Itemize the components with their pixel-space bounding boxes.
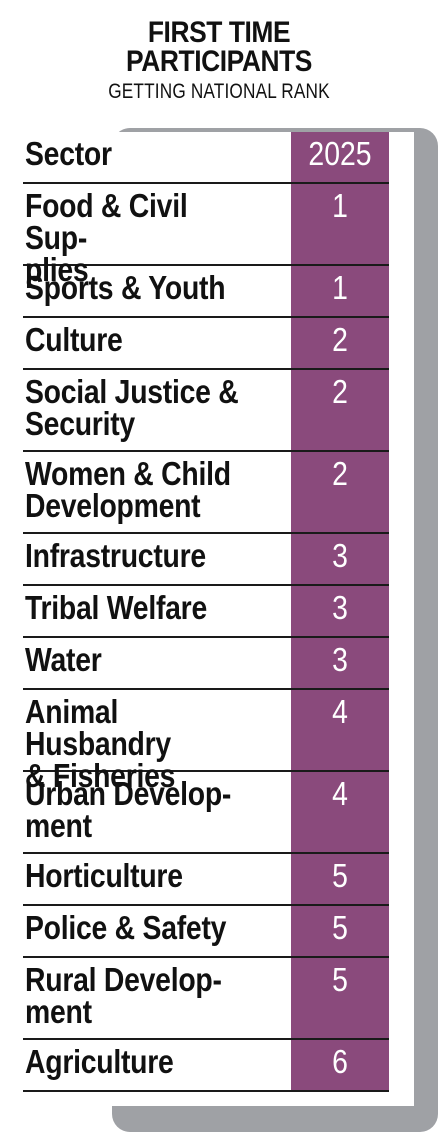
rank-cell: 5 xyxy=(291,854,389,904)
sector-label: Tribal Welfare xyxy=(25,589,207,626)
chart-title-line-1: FIRST TIME xyxy=(147,16,291,49)
rank-value: 5 xyxy=(332,857,348,894)
rank-cell: 6 xyxy=(291,1040,389,1090)
table-row: Sports & Youth 1 xyxy=(23,266,389,318)
rank-cell: 3 xyxy=(291,638,389,688)
header-year: 2025 xyxy=(308,135,372,172)
rank-cell: 5 xyxy=(291,958,389,1038)
table-row: Women & Child Development 2 xyxy=(23,452,389,534)
rank-value: 5 xyxy=(332,909,348,946)
table-row: Urban Develop- ment 4 xyxy=(23,772,389,854)
sector-label: Culture xyxy=(25,321,123,358)
rank-cell: 3 xyxy=(291,586,389,636)
sector-label: Horticulture xyxy=(25,857,183,894)
table-card: Sector 2025 Food & Civil Sup- plies 1 Spor… xyxy=(0,132,414,1106)
rank-cell: 2 xyxy=(291,318,389,368)
rank-value: 2 xyxy=(332,373,348,410)
sector-label: Water xyxy=(25,641,102,678)
rank-cell: 1 xyxy=(291,184,389,264)
rank-cell: 4 xyxy=(291,690,389,770)
sector-label: Sports & Youth xyxy=(25,269,226,306)
chart-subtitle: GETTING NATIONAL RANK xyxy=(108,80,330,103)
table-row: Agriculture 6 xyxy=(23,1040,389,1092)
sector-label: Women & Child Development xyxy=(25,455,231,524)
rank-cell: 1 xyxy=(291,266,389,316)
rank-cell: 3 xyxy=(291,534,389,584)
table-body: Food & Civil Sup- plies 1 Sports & Youth 1 C… xyxy=(23,184,389,1092)
sector-label: Food & Civil Sup- plies xyxy=(25,187,188,288)
header-sector: Sector xyxy=(25,135,112,172)
table-row: Social Justice & Security 2 xyxy=(23,370,389,452)
rank-value: 5 xyxy=(332,961,348,998)
rank-value: 3 xyxy=(332,641,348,678)
table-row: Culture 2 xyxy=(23,318,389,370)
rank-value: 3 xyxy=(332,589,348,626)
table-row: Infrastructure 3 xyxy=(23,534,389,586)
table-row: Food & Civil Sup- plies 1 xyxy=(23,184,389,286)
table-row: Animal Husbandry & Fisheries 4 xyxy=(23,690,389,792)
table-row: Rural Develop- ment 5 xyxy=(23,958,389,1040)
sector-label: Animal Husbandry & Fisheries xyxy=(25,693,176,794)
rank-value: 4 xyxy=(332,775,348,812)
rank-cell: 4 xyxy=(291,772,389,852)
table-row: Tribal Welfare 3 xyxy=(23,586,389,638)
table-row: Police & Safety 5 xyxy=(23,906,389,958)
rank-value: 6 xyxy=(332,1043,348,1080)
chart-title: FIRST TIME PARTICIPANTS xyxy=(26,16,411,78)
title-block: FIRST TIME PARTICIPANTS GETTING NATIONAL … xyxy=(0,18,438,105)
table-header-row: Sector 2025 xyxy=(23,132,389,184)
rank-value: 2 xyxy=(332,455,348,492)
rank-cell: 2 xyxy=(291,370,389,450)
rank-value: 4 xyxy=(332,693,348,730)
sector-label: Social Justice & Security xyxy=(25,373,239,442)
rank-cell: 5 xyxy=(291,906,389,956)
header-year-cell: 2025 xyxy=(291,132,389,182)
rank-value: 1 xyxy=(332,269,348,306)
chart-title-line-2: PARTICIPANTS xyxy=(126,45,312,78)
table-row: Water 3 xyxy=(23,638,389,690)
sector-label: Agriculture xyxy=(25,1043,174,1080)
sector-label: Urban Develop- ment xyxy=(25,775,232,844)
sector-label: Police & Safety xyxy=(25,909,227,946)
rank-value: 3 xyxy=(332,537,348,574)
rank-cell: 2 xyxy=(291,452,389,532)
rank-table: Sector 2025 Food & Civil Sup- plies 1 Spor… xyxy=(23,132,389,1092)
table-row: Horticulture 5 xyxy=(23,854,389,906)
sector-label: Infrastructure xyxy=(25,537,206,574)
rank-value: 1 xyxy=(332,187,348,224)
sector-label: Rural Develop- ment xyxy=(25,961,222,1030)
rank-value: 2 xyxy=(332,321,348,358)
